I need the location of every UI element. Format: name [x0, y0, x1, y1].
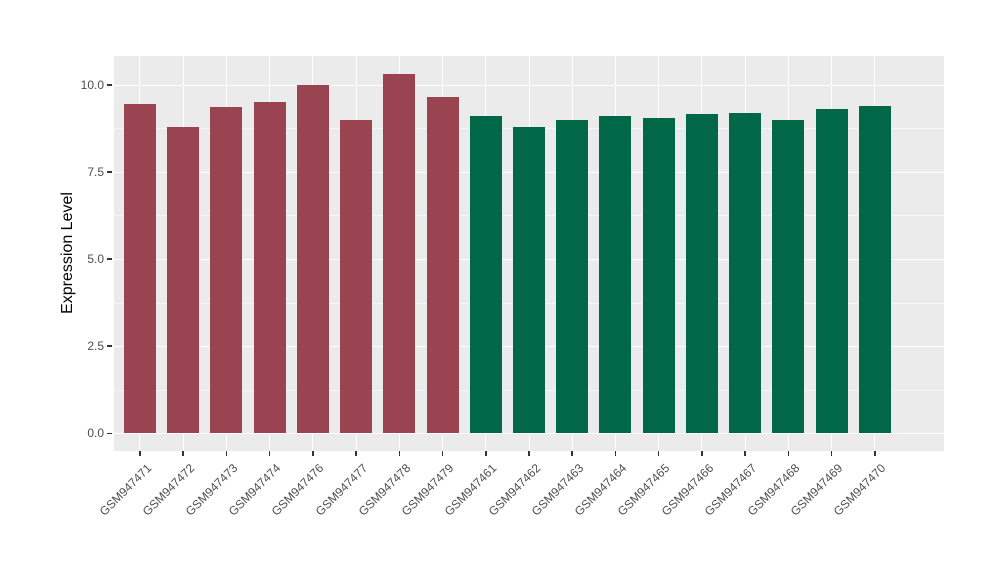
y-tick-label: 5.0 — [87, 252, 104, 267]
x-tick-mark — [182, 451, 184, 456]
bar-GSM947476 — [296, 84, 329, 434]
x-tick-mark — [874, 451, 876, 456]
x-tick-mark — [312, 451, 314, 456]
bar-GSM947465 — [642, 117, 675, 434]
x-tick-mark — [701, 451, 703, 456]
bar-GSM947464 — [599, 116, 632, 434]
bar-GSM947467 — [729, 112, 762, 434]
bar-GSM947471 — [123, 103, 156, 434]
x-tick-mark — [657, 451, 660, 456]
y-tick-mark — [107, 258, 112, 260]
bar-GSM947469 — [815, 109, 848, 434]
bar-GSM947478 — [383, 74, 416, 434]
y-tick-mark — [107, 171, 112, 173]
x-tick-mark — [614, 451, 617, 456]
x-tick-mark — [528, 451, 530, 456]
y-tick-mark — [107, 84, 112, 86]
bar-GSM947462 — [513, 126, 545, 434]
x-tick-mark — [441, 451, 444, 456]
y-tick-label: 10.0 — [80, 77, 104, 92]
x-tick-mark — [398, 451, 401, 456]
bar-GSM947463 — [556, 119, 589, 434]
x-tick-mark — [355, 451, 357, 456]
y-tick-mark — [107, 345, 112, 347]
x-tick-mark — [485, 451, 487, 456]
bar-GSM947461 — [469, 116, 502, 434]
y-tick-label: 0.0 — [87, 426, 104, 441]
y-tick-label: 2.5 — [87, 339, 104, 354]
major-gridline — [114, 84, 944, 86]
bar-GSM947474 — [253, 102, 286, 434]
x-tick-mark — [830, 451, 833, 456]
x-tick-mark — [787, 451, 790, 456]
bar-GSM947479 — [426, 97, 459, 434]
y-tick-label: 7.5 — [87, 164, 104, 179]
bar-GSM947477 — [340, 119, 373, 434]
x-tick-mark — [744, 451, 746, 456]
x-tick-mark — [268, 451, 271, 456]
bar-GSM947472 — [167, 126, 200, 434]
bar-GSM947466 — [685, 114, 718, 434]
x-tick-mark — [139, 451, 141, 456]
y-tick-mark — [107, 432, 112, 435]
bar-GSM947473 — [210, 107, 243, 434]
plot-panel — [114, 56, 944, 451]
bar-GSM947470 — [858, 105, 891, 434]
major-gridline — [114, 433, 944, 435]
x-tick-mark — [225, 451, 228, 456]
bar-GSM947468 — [772, 119, 805, 434]
x-tick-mark — [571, 451, 573, 456]
